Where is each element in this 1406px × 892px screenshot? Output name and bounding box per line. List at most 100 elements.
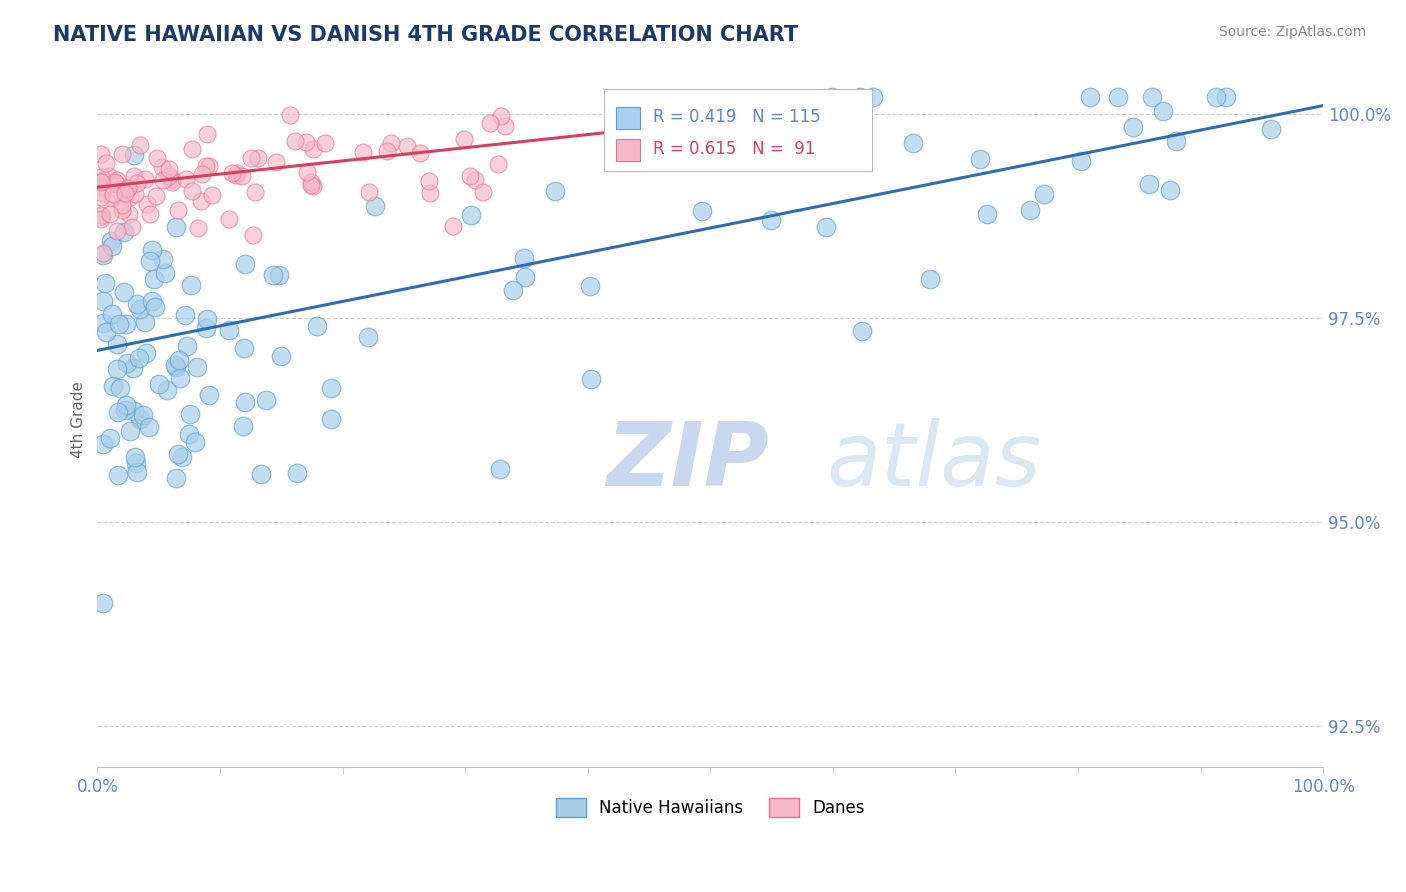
Point <box>851 324 873 338</box>
Point <box>489 462 512 476</box>
Point <box>90 174 112 188</box>
Point <box>1152 104 1174 119</box>
Point <box>862 90 884 104</box>
Point <box>136 197 159 211</box>
Point <box>285 466 308 480</box>
Point <box>105 177 128 191</box>
Point <box>176 339 198 353</box>
Point <box>112 285 135 300</box>
Legend: Native Hawaiians, Danes: Native Hawaiians, Danes <box>550 791 872 824</box>
Point <box>165 359 187 374</box>
Point <box>96 155 118 169</box>
Point <box>145 151 167 165</box>
Point <box>849 90 872 104</box>
Point <box>177 426 200 441</box>
Point <box>1159 183 1181 197</box>
Point <box>139 207 162 221</box>
Point <box>100 238 122 252</box>
Point <box>221 166 243 180</box>
Point <box>471 185 494 199</box>
Point <box>201 188 224 202</box>
Point <box>90 174 112 188</box>
Text: R = 0.615   N =  91: R = 0.615 N = 91 <box>652 139 815 158</box>
Bar <box>616 107 640 129</box>
Point <box>103 186 125 201</box>
Point <box>692 203 714 218</box>
Point <box>93 316 115 330</box>
Point <box>190 194 212 209</box>
Point <box>453 132 475 146</box>
Point <box>418 174 440 188</box>
Point <box>105 173 128 187</box>
Point <box>1078 90 1101 104</box>
Point <box>233 341 256 355</box>
Point <box>513 270 536 285</box>
Point <box>478 116 501 130</box>
Point <box>167 353 190 368</box>
Point <box>121 360 143 375</box>
Point <box>160 175 183 189</box>
Point <box>139 253 162 268</box>
Point <box>544 184 567 198</box>
FancyBboxPatch shape <box>603 89 872 171</box>
Point <box>502 283 524 297</box>
Point <box>903 136 925 151</box>
Point <box>419 186 441 201</box>
Point <box>114 402 136 417</box>
Point <box>118 190 141 204</box>
Point <box>172 450 194 464</box>
Point <box>918 272 941 286</box>
Point <box>1122 120 1144 135</box>
Point <box>186 360 208 375</box>
Point <box>107 467 129 482</box>
Point <box>198 159 221 173</box>
Point <box>152 252 174 266</box>
Point <box>364 198 387 212</box>
Point <box>174 171 197 186</box>
Point <box>269 268 291 283</box>
Point <box>93 248 115 262</box>
Text: atlas: atlas <box>827 418 1042 504</box>
Y-axis label: 4th Grade: 4th Grade <box>72 381 86 458</box>
Point <box>160 172 183 186</box>
Point <box>1140 90 1163 104</box>
Point <box>375 144 398 158</box>
Point <box>127 466 149 480</box>
Point <box>111 203 134 218</box>
Point <box>299 175 322 189</box>
Text: ZIP: ZIP <box>606 417 769 505</box>
Point <box>122 169 145 183</box>
Point <box>460 208 482 222</box>
Point <box>148 377 170 392</box>
Point <box>91 180 114 194</box>
Point <box>129 137 152 152</box>
Point <box>270 349 292 363</box>
Point <box>284 134 307 148</box>
Point <box>157 161 180 176</box>
Point <box>181 143 204 157</box>
Point <box>321 412 343 426</box>
Point <box>114 399 136 413</box>
Text: Source: ZipAtlas.com: Source: ZipAtlas.com <box>1219 25 1367 39</box>
Point <box>218 323 240 337</box>
Point <box>246 152 269 166</box>
Point <box>128 351 150 366</box>
Point <box>458 169 481 184</box>
Point <box>145 188 167 202</box>
Point <box>187 221 209 235</box>
Point <box>231 169 253 184</box>
Point <box>93 437 115 451</box>
Point <box>167 447 190 461</box>
Point <box>115 356 138 370</box>
Point <box>1164 134 1187 148</box>
Point <box>761 213 783 227</box>
Point <box>118 207 141 221</box>
Point <box>464 173 486 187</box>
Point <box>150 160 173 174</box>
Point <box>98 431 121 445</box>
Point <box>295 135 318 149</box>
Point <box>1107 90 1129 104</box>
Point <box>127 176 149 190</box>
Point <box>152 173 174 187</box>
Point <box>242 228 264 243</box>
